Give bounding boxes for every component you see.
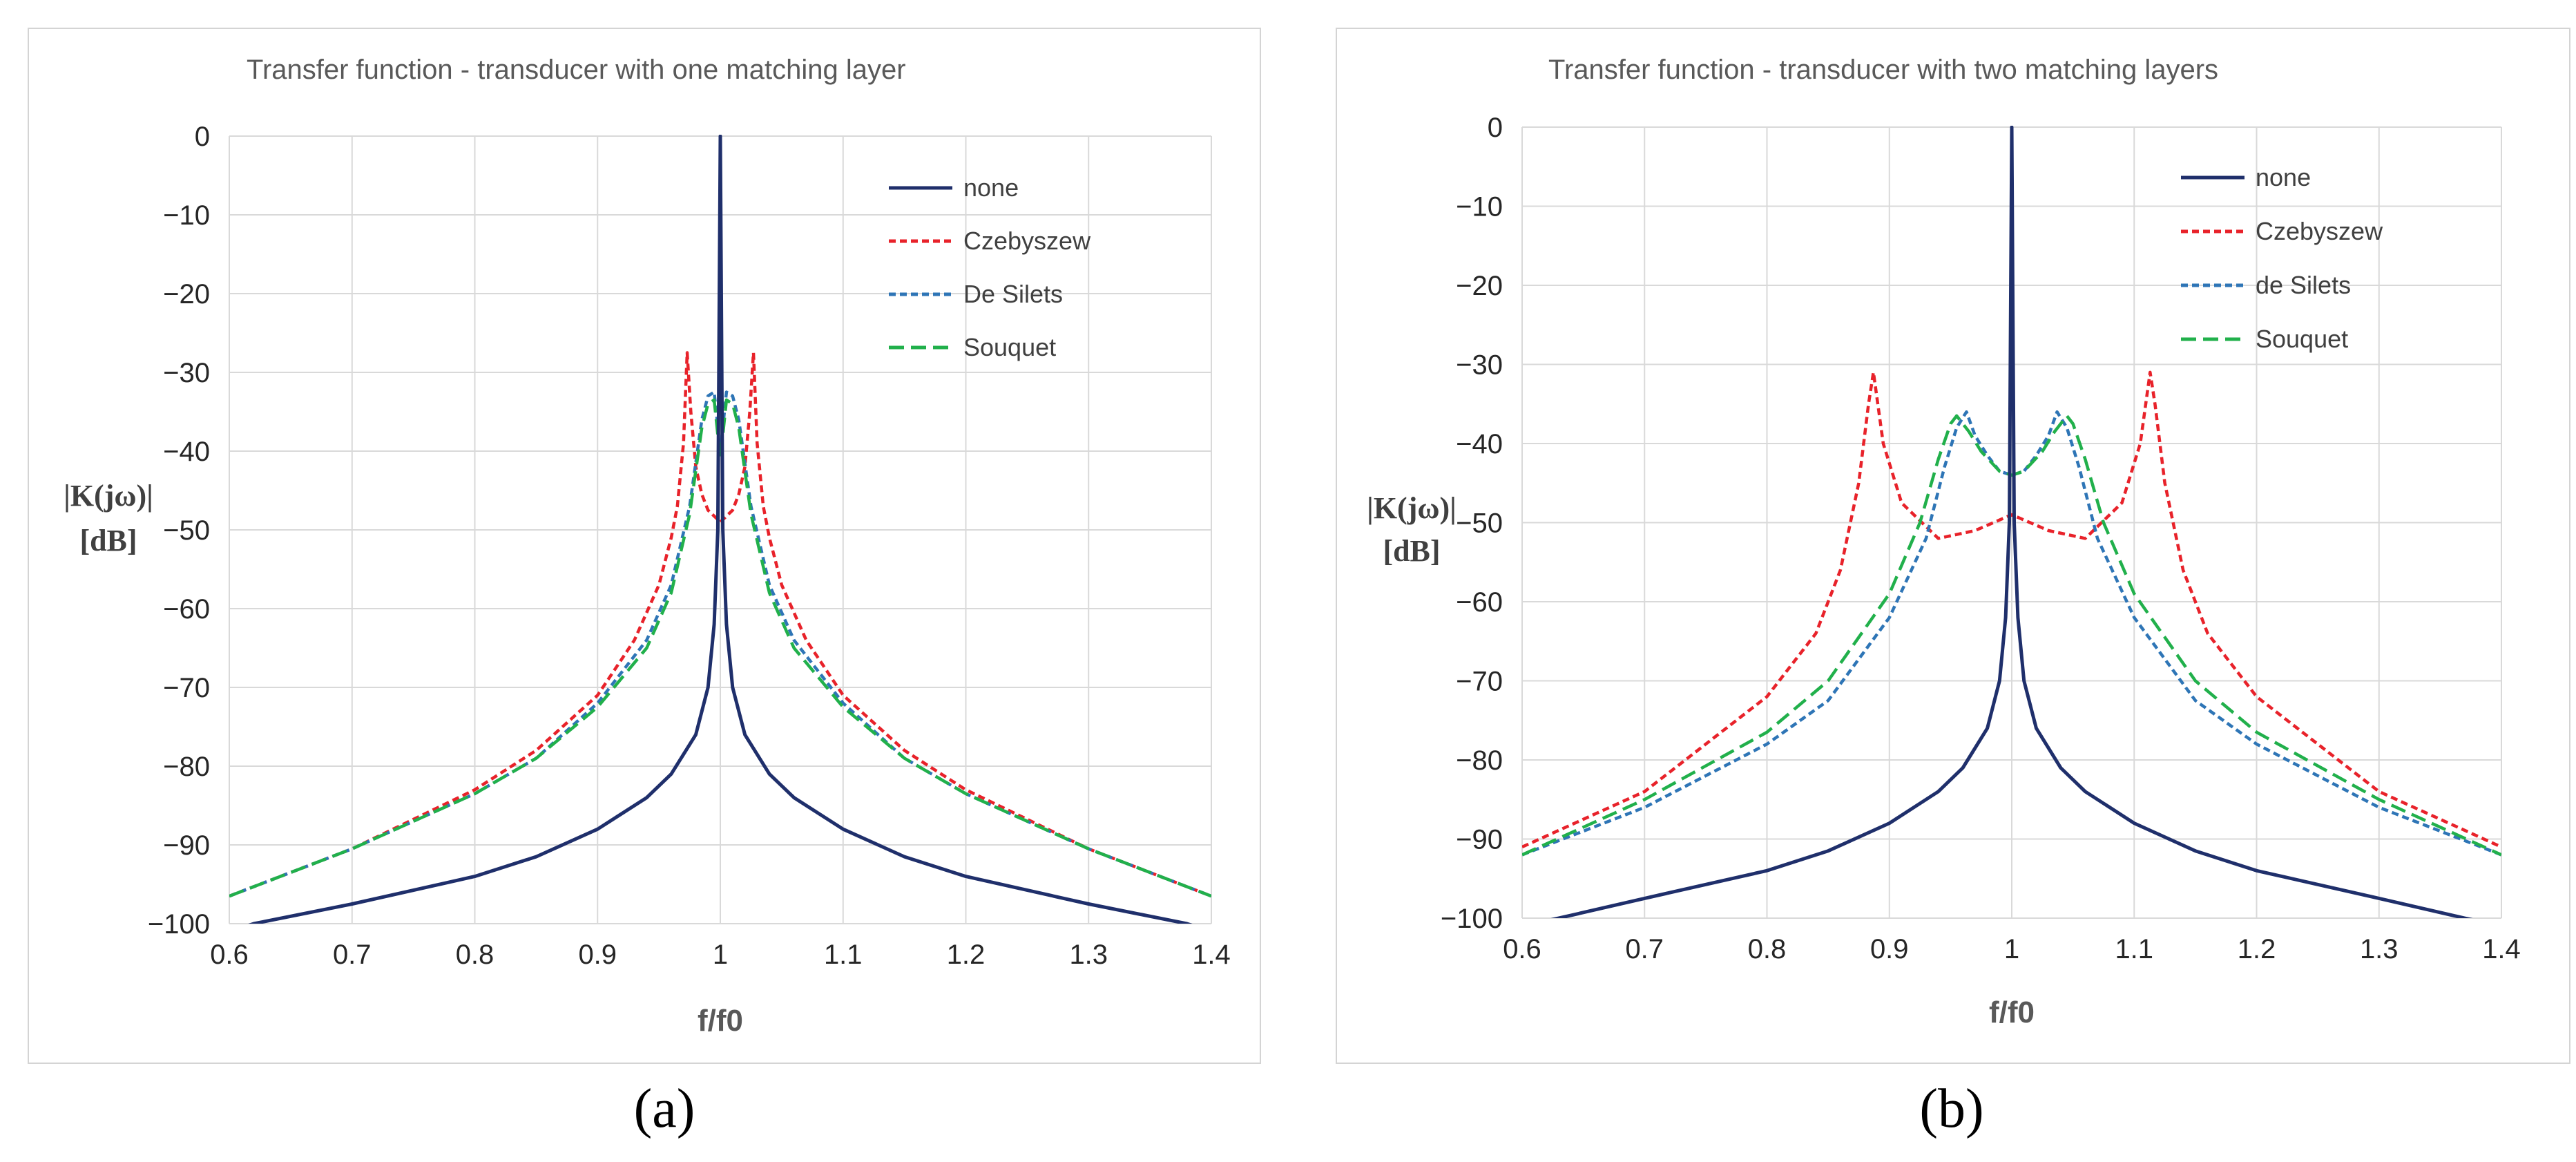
y-tick-label: −10 [163,200,210,231]
y-tick-label: −60 [1456,587,1503,618]
y-tick-label: −70 [163,673,210,703]
y-tick-label: −90 [1456,825,1503,855]
x-tick-label: 1.4 [2482,934,2521,964]
x-tick-label: 0.6 [210,940,249,970]
series-line-czebyszew [229,351,1211,898]
y-tick-label: −70 [1456,667,1503,697]
x-tick-label: 1 [713,940,728,970]
y-tick-label: −50 [1456,508,1503,539]
x-tick-label: 0.7 [1625,934,1664,964]
y-tick-label: −20 [1456,271,1503,301]
y-tick-label: −10 [1456,192,1503,222]
x-tick-label: 0.7 [333,940,372,970]
y-tick-label: 0 [1488,113,1503,143]
legend-label: none [2256,163,2311,191]
series-line-souquet [229,398,1211,898]
x-axis-label: f/f0 [1989,996,2035,1029]
y-tick-label: −60 [163,594,210,625]
y-tick-label: −80 [1456,745,1503,776]
legend-label: Czebyszew [963,227,1091,255]
y-tick-label: −100 [148,909,210,940]
x-tick-label: 0.9 [1870,934,1909,964]
series-line-souquet [1522,414,2501,857]
legend-label: de Silets [2256,271,2351,299]
y-tick-label: −40 [1456,429,1503,459]
y-axis-label-unit: [dB] [1383,534,1440,568]
y-tick-label: −80 [163,752,210,782]
y-tick-label: −90 [163,830,210,861]
y-tick-label: −20 [163,279,210,309]
x-tick-label: 1.2 [2238,934,2276,964]
x-tick-label: 1.3 [2360,934,2399,964]
x-tick-label: 0.6 [1503,934,1541,964]
x-axis-label: f/f0 [698,1004,743,1038]
x-tick-label: 1.2 [947,940,986,970]
chart-title: Transfer function - transducer with one … [247,55,906,85]
chart-b-svg: Transfer function - transducer with two … [1367,55,2521,1029]
x-tick-label: 1.1 [2115,934,2153,964]
x-tick-label: 0.8 [456,940,494,970]
y-tick-label: −100 [1441,904,1503,934]
chart-panel-a: Transfer function - transducer with one … [28,28,1261,1064]
x-tick-label: 1.3 [1069,940,1108,970]
y-axis-label: |K(jω)| [64,479,153,513]
y-tick-label: −40 [163,437,210,467]
legend-label: De Silets [963,280,1063,308]
legend-label: none [963,173,1019,202]
x-tick-label: 0.8 [1748,934,1787,964]
y-tick-label: −50 [163,515,210,546]
series-line-de-silets [1522,410,2501,857]
y-axis-label-unit: [dB] [79,524,137,558]
y-tick-label: 0 [195,122,210,152]
y-tick-label: −30 [1456,350,1503,381]
chart-a-svg: Transfer function - transducer with one … [64,55,1231,1038]
series-line-none [248,135,1193,924]
x-tick-label: 1.1 [824,940,863,970]
legend-label: Czebyszew [2256,217,2383,245]
y-axis-label: |K(jω)| [1367,491,1457,525]
panel-a-caption: (a) [633,1078,695,1139]
panel-b-caption: (b) [1919,1078,1984,1139]
chart-title: Transfer function - transducer with two … [1548,55,2218,85]
y-tick-label: −30 [163,358,210,388]
x-tick-label: 0.9 [578,940,617,970]
legend-label: Souquet [2256,325,2348,353]
series-line-none [1550,126,2473,918]
chart-panel-b: Transfer function - transducer with two … [1336,28,2570,1064]
legend-label: Souquet [963,333,1056,361]
x-tick-label: 1.4 [1192,940,1231,970]
x-tick-label: 1 [2004,934,2019,964]
series-line-czebyszew [1522,370,2501,849]
